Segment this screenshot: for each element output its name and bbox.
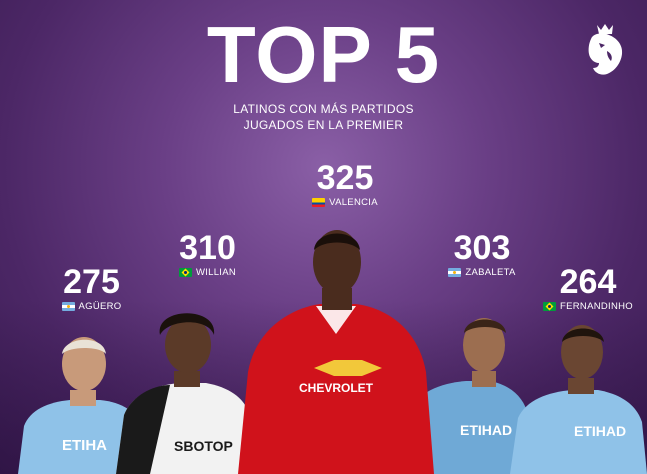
page-subtitle: LATINOS CON MÁS PARTIDOS JUGADOS EN LA P… [200, 101, 447, 133]
kit-sponsor: SBOTOP [174, 438, 233, 454]
player-name: VALENCIA [329, 197, 378, 208]
games-count: 310 [179, 229, 236, 267]
stat-valencia: 325 VALENCIA [290, 160, 400, 208]
games-count: 264 [559, 263, 617, 301]
player-photo-willian: SBOTOP [110, 297, 260, 474]
ecuador-flag-icon [312, 198, 326, 207]
player-photo-zabaleta: ETIHAD [400, 305, 530, 474]
argentina-flag-icon [61, 302, 75, 311]
premier-league-lion-icon [579, 21, 631, 77]
kit-sponsor: ETIHA [62, 437, 107, 454]
argentina-flag-icon [448, 268, 462, 277]
subtitle-line-2: JUGADOS EN LA PREMIER [243, 118, 404, 132]
player-photo-valencia: CHEVROLET [238, 222, 434, 474]
player-photo-aguero: ETIHA [18, 330, 153, 474]
kit-sponsor: CHEVROLET [299, 381, 374, 395]
player-photo-fernandinho: ETIHAD [510, 318, 647, 474]
stat-willian: 310 WILLIAN [160, 230, 255, 278]
brazil-flag-icon [178, 268, 192, 277]
brazil-flag-icon [543, 302, 557, 311]
page-title: TOP 5 [206, 10, 441, 99]
games-count: 303 [453, 229, 511, 267]
games-count: 275 [63, 263, 120, 301]
kit-sponsor: ETIHAD [574, 423, 626, 439]
subtitle-line-1: LATINOS CON MÁS PARTIDOS [233, 102, 414, 116]
kit-sponsor: ETIHAD [460, 422, 512, 438]
games-count: 325 [316, 159, 374, 197]
player-name: WILLIAN [195, 267, 237, 278]
player-name: ZABALETA [465, 267, 516, 278]
stat-fernandinho: 264 FERNANDINHO [532, 264, 644, 312]
player-name: AGÜERO [78, 301, 122, 312]
stat-zabaleta: 303 ZABALETA [432, 230, 532, 278]
player-name: FERNANDINHO [560, 301, 633, 312]
stat-aguero: 275 AGÜERO [44, 264, 139, 312]
